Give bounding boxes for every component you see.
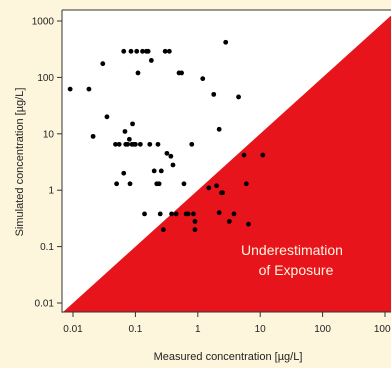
data-point (67, 86, 73, 92)
data-point (173, 211, 179, 217)
x-tick-label: 1000 (374, 324, 391, 335)
y-tick-label: 0.1 (40, 242, 54, 253)
underestimation-region (62, 15, 391, 313)
data-point (223, 39, 229, 45)
data-point (243, 181, 249, 187)
data-point (200, 76, 206, 82)
data-point (214, 183, 219, 189)
data-point (168, 153, 174, 159)
data-point (121, 48, 127, 54)
data-point (181, 181, 187, 187)
data-point (190, 211, 196, 217)
data-point (121, 170, 127, 176)
data-point (157, 211, 163, 217)
x-tick-label: 100 (314, 324, 331, 335)
x-tick-label: 0.1 (128, 324, 142, 335)
data-point (145, 48, 151, 54)
y-tick-label: 100 (37, 73, 54, 84)
x-tick-label: 10 (255, 324, 267, 335)
x-tick-label: 0.01 (63, 324, 83, 335)
data-point (151, 168, 157, 174)
y-axis: 0.01 0.1 1 10 100 1000 (32, 17, 62, 310)
data-point (100, 61, 106, 67)
y-tick-label: 10 (43, 129, 55, 140)
data-point (260, 152, 266, 158)
data-point (162, 48, 168, 54)
data-point (86, 86, 92, 92)
data-point (192, 227, 198, 233)
data-point (126, 136, 132, 142)
data-point (134, 48, 140, 54)
plot-frame (61, 9, 391, 313)
data-point (137, 141, 143, 147)
y-tick-label: 1 (48, 186, 54, 197)
data-point (140, 48, 145, 54)
data-point (160, 227, 166, 233)
data-point (216, 126, 222, 132)
data-point (211, 91, 217, 97)
data-point (164, 150, 170, 156)
data-point (155, 141, 161, 147)
data-point (114, 181, 120, 187)
x-tick-label: 1 (195, 324, 201, 335)
data-point (185, 211, 191, 217)
data-point (148, 58, 154, 63)
region-label-line-1: Underestimation (241, 242, 343, 258)
data-point (135, 70, 141, 76)
data-point (104, 114, 110, 120)
data-point (116, 141, 122, 147)
data-point (113, 141, 118, 147)
y-tick-label: 0.01 (35, 299, 55, 310)
data-point (206, 185, 212, 191)
data-point (133, 141, 138, 147)
data-point (241, 152, 247, 158)
data-point (170, 162, 176, 168)
data-point (179, 70, 184, 76)
region-label-line-2: of Exposure (259, 262, 334, 278)
data-point (130, 121, 135, 127)
data-points (67, 39, 266, 233)
y-tick-label: 1000 (32, 17, 55, 28)
data-point (125, 141, 131, 147)
data-point (226, 218, 232, 224)
data-point (142, 211, 147, 217)
data-point (216, 210, 222, 216)
data-point (147, 141, 153, 147)
data-point (236, 94, 241, 100)
data-point (169, 211, 174, 217)
data-point (158, 168, 164, 174)
data-point (90, 133, 96, 139)
data-point (246, 221, 251, 227)
data-point (220, 190, 226, 196)
data-point (156, 181, 162, 187)
y-axis-title: Simulated concentration [µg/L] (14, 88, 26, 237)
data-point (127, 181, 133, 187)
data-point (192, 218, 198, 224)
data-point (128, 48, 134, 54)
data-point (122, 129, 128, 134)
data-point (189, 141, 195, 147)
data-point (231, 211, 237, 217)
x-axis: 0.01 0.1 1 10 100 1000 (63, 312, 391, 335)
data-point (166, 48, 172, 54)
x-axis-title: Measured concentration [µg/L] (154, 351, 303, 363)
